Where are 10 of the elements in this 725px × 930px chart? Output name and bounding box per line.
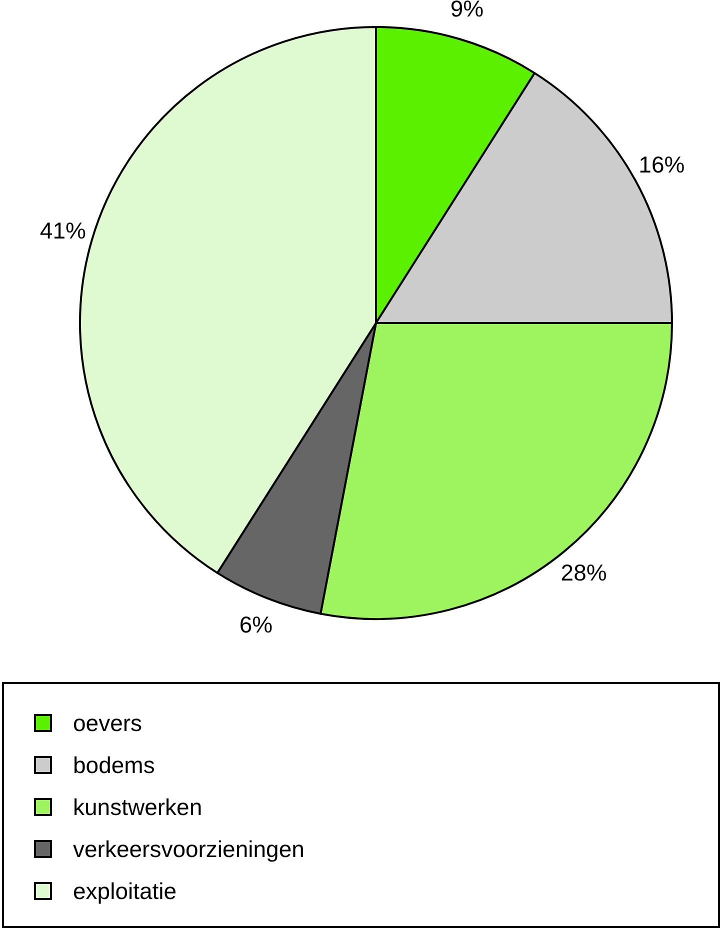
legend-label: verkeersvoorzieningen: [73, 836, 304, 862]
legend-label: bodems: [73, 752, 155, 778]
legend-label: kunstwerken: [73, 794, 202, 820]
data-label: 28%: [560, 560, 607, 586]
data-label: 6%: [239, 611, 273, 638]
data-label: 9%: [450, 0, 484, 22]
legend-label: oevers: [73, 710, 142, 736]
data-label: 41%: [40, 217, 86, 244]
legend-label: exploitatie: [73, 878, 177, 904]
data-label: 16%: [638, 151, 685, 178]
